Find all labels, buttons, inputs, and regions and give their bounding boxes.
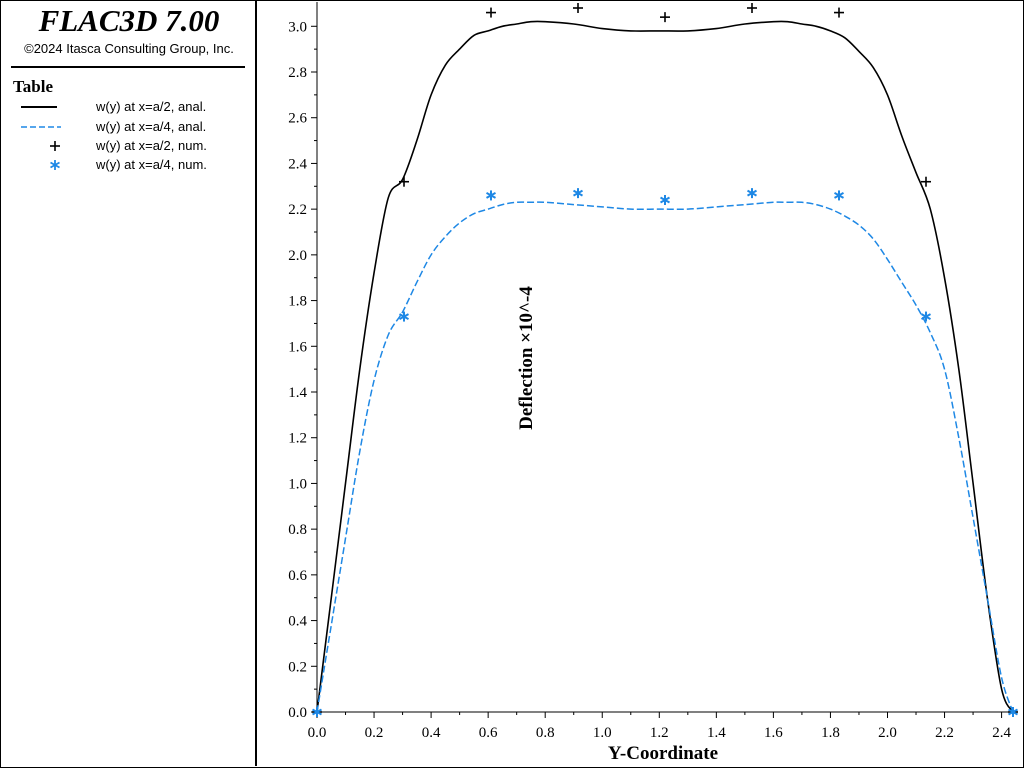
series-1	[316, 20, 1014, 713]
series-2	[316, 201, 1014, 713]
chart-series-layer	[312, 3, 1018, 717]
legend-item-anal-a4: w(y) at x=a/4, anal.	[21, 119, 251, 135]
y-tick-label: 1.4	[288, 385, 307, 401]
plot-area	[317, 2, 1013, 712]
copyright-text: ©2024 Itasca Consulting Group, Inc.	[24, 41, 234, 56]
y-tick-label: 1.2	[288, 431, 307, 447]
y-tick-label: 0.4	[288, 614, 307, 630]
legend-label: w(y) at x=a/2, anal.	[96, 99, 207, 114]
series-4	[312, 188, 1018, 717]
plus-marker	[921, 176, 931, 187]
x-tick-label: 0.2	[365, 725, 384, 741]
star-marker	[747, 188, 757, 199]
y-tick-label: 3.0	[288, 19, 307, 35]
chart-axes: 0.0 0.2 0.4 0.6 0.8 1.0 1.2 1.4 1.6 1.8 2.0 2.2 2.4 0…	[288, 2, 1013, 741]
plus-marker	[660, 12, 670, 23]
plus-marker	[747, 3, 757, 13]
series-line-solid	[316, 20, 1014, 713]
deflection-chart: 0.0 0.2 0.4 0.6 0.8 1.0 1.2 1.4 1.6 1.8 2.0 2.2 2.4 0…	[288, 2, 1018, 764]
x-tick-label: 0.8	[536, 725, 555, 741]
plus-marker	[834, 7, 844, 18]
x-tick-label: 1.6	[764, 725, 783, 741]
y-tick-label: 1.0	[288, 476, 307, 492]
star-marker	[1008, 707, 1018, 717]
star-marker	[660, 195, 670, 205]
x-tick-label: 2.0	[878, 725, 897, 741]
legend-label: w(y) at x=a/2, num.	[96, 138, 207, 153]
series-line-dashed	[316, 201, 1014, 713]
legend-item-num-a2: w(y) at x=a/2, num.	[21, 138, 251, 154]
plus-marker-key-icon	[50, 141, 60, 151]
app-title: FLAC3D 7.00	[38, 3, 220, 38]
series-3	[312, 3, 1018, 717]
y-tick-label: 1.8	[288, 294, 307, 310]
legend-label: w(y) at x=a/4, anal.	[96, 119, 207, 134]
y-tick-label: 2.4	[288, 156, 307, 172]
y-tick-label: 2.0	[288, 248, 307, 264]
x-tick-label: 0.4	[422, 725, 441, 741]
y-tick-label: 0.6	[288, 568, 307, 584]
x-tick-label: 1.4	[707, 725, 726, 741]
x-tick-label: 1.2	[650, 725, 669, 741]
sidebar-panel: FLAC3D 7.00 ©2024 Itasca Consulting Grou…	[1, 1, 257, 766]
legend-item-num-a4: w(y) at x=a/4, num.	[21, 157, 251, 173]
y-tick-label: 0.0	[288, 705, 307, 721]
legend-item-anal-a2: w(y) at x=a/2, anal.	[21, 99, 251, 115]
y-tick-label: 0.2	[288, 659, 307, 675]
legend-label: w(y) at x=a/4, num.	[96, 157, 207, 172]
star-marker	[573, 188, 583, 199]
solid-line-key-icon	[21, 106, 57, 108]
y-tick-label: 2.6	[288, 111, 307, 127]
x-tick-label: 1.8	[821, 725, 840, 741]
y-tick-label: 0.8	[288, 522, 307, 538]
y-axis-label: Deflection ×10^-4	[516, 286, 537, 430]
star-marker-key-icon	[50, 160, 60, 170]
plus-marker	[399, 176, 409, 187]
legend-heading: Table	[13, 77, 54, 96]
star-marker	[921, 311, 931, 322]
x-tick-label: 2.2	[935, 725, 954, 741]
x-tick-label: 1.0	[593, 725, 612, 741]
y-tick-label: 2.8	[288, 65, 307, 81]
star-marker	[486, 190, 496, 201]
dashed-line-key-icon	[21, 126, 61, 128]
star-marker	[312, 707, 322, 717]
plus-marker	[573, 3, 583, 13]
y-tick-label: 1.6	[288, 339, 307, 355]
plus-marker	[486, 7, 496, 18]
star-marker	[834, 190, 844, 201]
star-marker	[399, 311, 409, 322]
x-tick-label: 0.0	[308, 725, 327, 741]
x-axis-label: Y-Coordinate	[608, 743, 718, 764]
x-tick-label: 0.6	[479, 725, 498, 741]
x-tick-label: 2.4	[992, 725, 1011, 741]
y-tick-label: 2.2	[288, 202, 307, 218]
sidebar-divider	[11, 66, 245, 68]
